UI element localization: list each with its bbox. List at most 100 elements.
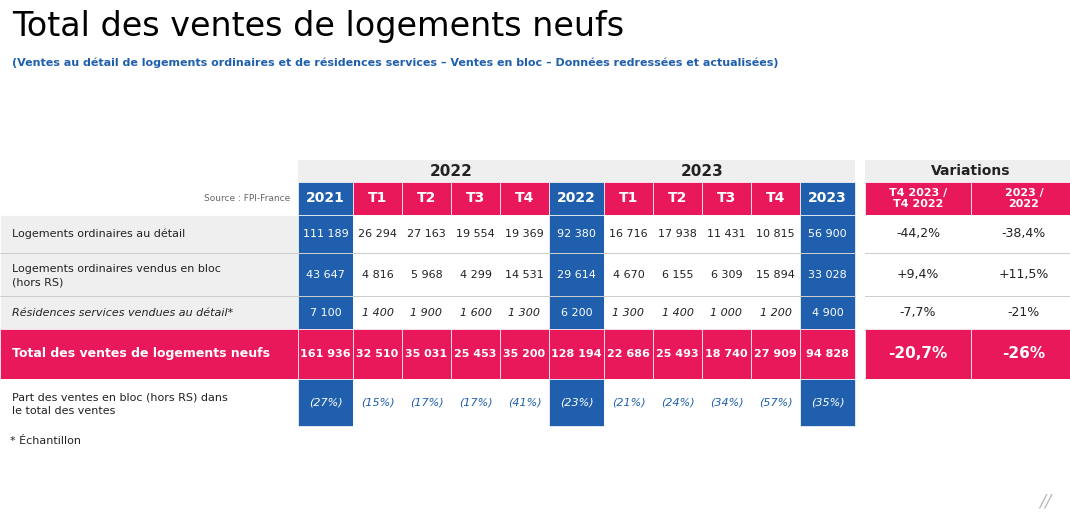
Text: //: //	[1040, 492, 1052, 510]
Text: T2: T2	[417, 192, 437, 206]
Text: Résidences services vendues au détail*: Résidences services vendues au détail*	[12, 308, 233, 318]
Bar	[353, 253, 402, 296]
Text: 18 740: 18 740	[705, 349, 748, 359]
Bar	[865, 379, 970, 426]
Bar	[751, 296, 800, 329]
Text: 15 894: 15 894	[756, 269, 795, 280]
Text: T2: T2	[668, 192, 687, 206]
Bar	[702, 182, 751, 215]
Text: 43 647: 43 647	[306, 269, 345, 280]
Bar	[653, 379, 702, 426]
Bar	[0, 296, 299, 329]
Bar	[751, 253, 800, 296]
Bar	[702, 296, 751, 329]
Bar	[549, 215, 603, 253]
Text: 5 968: 5 968	[411, 269, 442, 280]
Text: 17 938: 17 938	[658, 229, 697, 239]
Text: 111 189: 111 189	[303, 229, 349, 239]
Bar	[500, 253, 549, 296]
Bar	[549, 253, 603, 296]
Text: 2023: 2023	[808, 192, 846, 206]
Bar	[970, 182, 1070, 215]
Text: (hors RS): (hors RS)	[12, 278, 63, 287]
Bar	[751, 379, 800, 426]
Text: T3: T3	[717, 192, 736, 206]
Bar	[450, 296, 500, 329]
Text: T1: T1	[618, 192, 638, 206]
Text: 94 828: 94 828	[806, 349, 849, 359]
Bar	[0, 215, 299, 253]
Text: (Ventes au détail de logements ordinaires et de résidences services – Ventes en : (Ventes au détail de logements ordinaire…	[12, 58, 779, 68]
Bar	[450, 182, 500, 215]
Text: Part des ventes en bloc (hors RS) dans: Part des ventes en bloc (hors RS) dans	[12, 393, 228, 402]
Bar	[603, 329, 653, 379]
Bar	[299, 379, 353, 426]
Text: 4 670: 4 670	[613, 269, 644, 280]
Bar	[653, 215, 702, 253]
Bar	[299, 160, 855, 182]
Text: (17%): (17%)	[459, 397, 492, 408]
Bar	[800, 296, 855, 329]
Text: 22 686: 22 686	[607, 349, 649, 359]
Bar	[653, 253, 702, 296]
Bar	[500, 379, 549, 426]
Bar	[603, 253, 653, 296]
Text: Total des ventes de logements neufs: Total des ventes de logements neufs	[12, 10, 624, 43]
Text: 33 028: 33 028	[808, 269, 846, 280]
Bar	[865, 253, 970, 296]
Text: Total des ventes de logements neufs: Total des ventes de logements neufs	[12, 348, 270, 361]
Text: 2023: 2023	[681, 164, 723, 179]
Text: 35 031: 35 031	[406, 349, 447, 359]
Text: 2022: 2022	[557, 192, 596, 206]
Text: 14 531: 14 531	[505, 269, 544, 280]
Text: 27 163: 27 163	[407, 229, 446, 239]
Text: 128 194: 128 194	[551, 349, 601, 359]
Text: (24%): (24%)	[660, 397, 694, 408]
Bar	[800, 182, 855, 215]
Bar	[500, 215, 549, 253]
Text: T3: T3	[465, 192, 485, 206]
Bar	[353, 182, 402, 215]
Bar	[970, 329, 1070, 379]
Text: 25 493: 25 493	[656, 349, 699, 359]
Text: (41%): (41%)	[507, 397, 541, 408]
Bar	[402, 182, 450, 215]
Bar	[500, 182, 549, 215]
Bar	[549, 329, 603, 379]
Text: -44,2%: -44,2%	[896, 227, 941, 240]
Bar	[299, 253, 353, 296]
Text: 10 815: 10 815	[756, 229, 795, 239]
Text: 6 200: 6 200	[561, 308, 593, 318]
Text: 19 554: 19 554	[456, 229, 494, 239]
Bar	[653, 329, 702, 379]
Bar	[500, 296, 549, 329]
Text: +9,4%: +9,4%	[897, 268, 939, 281]
Text: -20,7%: -20,7%	[888, 347, 948, 362]
Text: 1 900: 1 900	[411, 308, 443, 318]
Text: 29 614: 29 614	[557, 269, 596, 280]
Text: (23%): (23%)	[560, 397, 593, 408]
Bar	[353, 215, 402, 253]
Text: -7,7%: -7,7%	[900, 306, 936, 319]
Text: * Échantillon: * Échantillon	[10, 436, 81, 446]
Bar	[0, 329, 299, 379]
Bar	[865, 296, 970, 329]
Text: 1 400: 1 400	[362, 308, 394, 318]
Bar	[450, 329, 500, 379]
Text: 4 816: 4 816	[362, 269, 394, 280]
Text: 7 100: 7 100	[309, 308, 341, 318]
Bar	[299, 296, 353, 329]
Text: 1 000: 1 000	[710, 308, 743, 318]
Text: 92 380: 92 380	[557, 229, 596, 239]
Text: 27 909: 27 909	[754, 349, 797, 359]
Bar	[402, 329, 450, 379]
Bar	[0, 379, 299, 426]
Text: 1 400: 1 400	[661, 308, 693, 318]
Text: Logements ordinaires vendus en bloc: Logements ordinaires vendus en bloc	[12, 265, 220, 275]
Bar	[970, 379, 1070, 426]
Bar	[603, 215, 653, 253]
Text: 35 200: 35 200	[504, 349, 546, 359]
Bar	[702, 329, 751, 379]
Bar	[402, 296, 450, 329]
Text: (15%): (15%)	[361, 397, 395, 408]
